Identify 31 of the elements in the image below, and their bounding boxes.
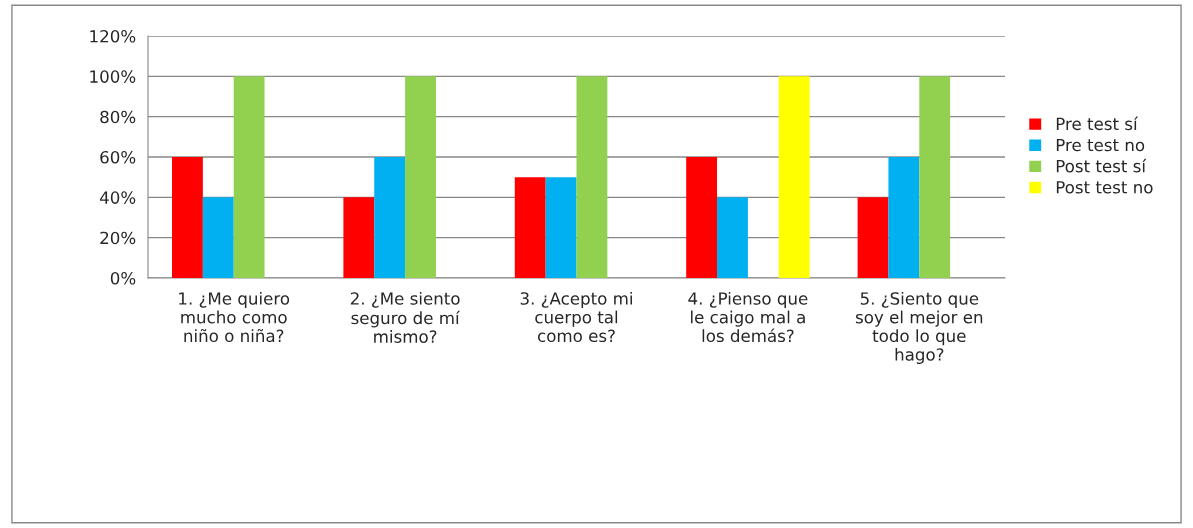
y-tick-label: 60% xyxy=(100,150,136,164)
bar xyxy=(374,157,406,278)
bar xyxy=(545,177,577,278)
legend-label: Post test sí xyxy=(1056,158,1147,173)
bar xyxy=(202,197,234,278)
bar xyxy=(172,157,203,278)
y-tick-label: 100% xyxy=(90,70,136,83)
bar xyxy=(514,177,546,278)
x-tick-label: 3. ¿Acepto mi cuerpo tal como es? xyxy=(520,291,632,343)
x-tick-label: 1. ¿Me quiero mucho como niño o niña? xyxy=(179,291,290,343)
bar xyxy=(717,197,748,278)
y-tick-label: 0% xyxy=(110,271,136,285)
x-tick-label: 4. ¿Pienso que le caigo mal a los demás? xyxy=(688,291,808,343)
bar xyxy=(233,76,265,278)
bar xyxy=(919,76,951,278)
x-tick-label: 2. ¿Me siento seguro de mí mismo? xyxy=(350,291,461,343)
legend-label: Pre test sí xyxy=(1056,116,1139,131)
legend-label: Pre test no xyxy=(1056,138,1145,152)
y-tick-label: 120% xyxy=(90,29,136,43)
bar xyxy=(343,197,375,278)
legend-label: Post test no xyxy=(1056,181,1153,194)
bar xyxy=(778,76,810,278)
y-tick-label: 40% xyxy=(99,191,136,204)
bar xyxy=(576,76,608,278)
y-tick-label: 20% xyxy=(100,231,136,245)
bar xyxy=(686,157,718,278)
bar xyxy=(405,76,436,278)
bar xyxy=(888,157,920,278)
y-tick-label: 80% xyxy=(100,110,136,124)
bar xyxy=(857,197,889,278)
x-tick-label: 5. ¿Siento que soy el mejor en todo lo que hago? xyxy=(855,291,983,365)
